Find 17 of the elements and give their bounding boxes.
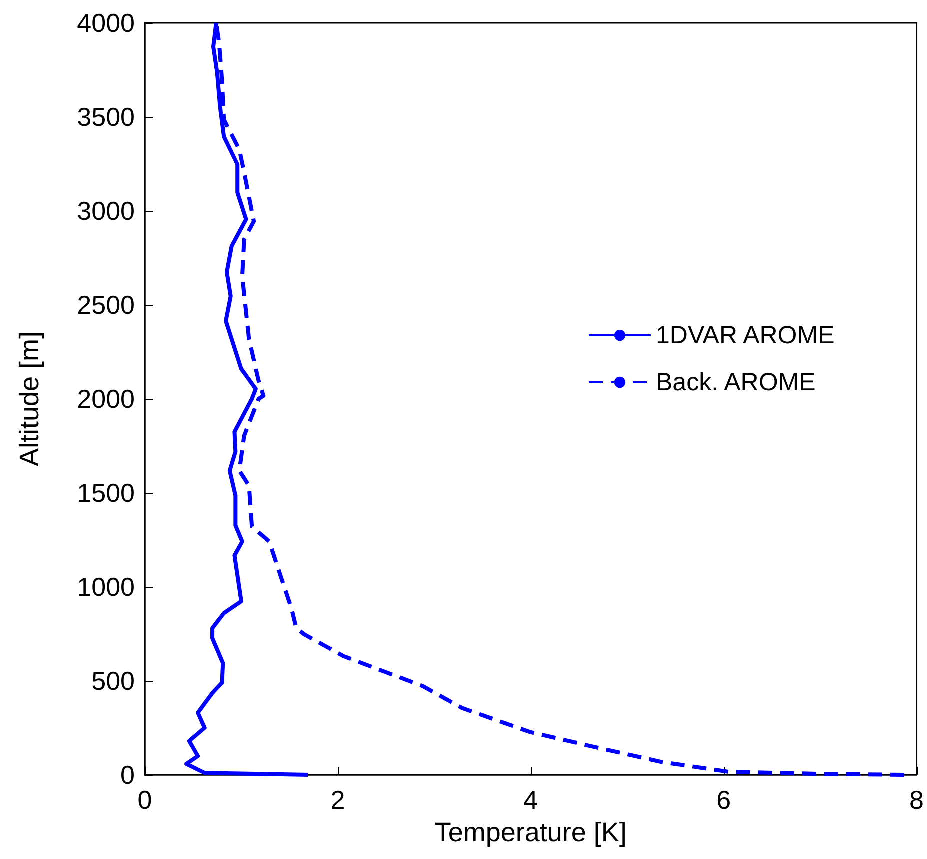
y-tick-label: 500: [92, 666, 135, 696]
x-tick-label: 2: [330, 785, 346, 815]
x-axis-title: Temperature [K]: [434, 818, 627, 848]
y-tick-label: 3000: [77, 196, 135, 226]
y-tick-label: 4000: [77, 8, 135, 38]
x-tick-label: 4: [524, 785, 538, 815]
y-tick-label: 1500: [77, 478, 135, 508]
y-tick-label: 2500: [77, 290, 135, 320]
legend-label: Back. AROME: [656, 368, 816, 396]
y-tick-label: 1000: [77, 572, 135, 602]
y-tick-label: 2000: [77, 384, 135, 414]
y-tick-label: 0: [120, 760, 135, 790]
y-tick-label: 3500: [77, 102, 135, 132]
x-tick-label: 6: [716, 785, 732, 815]
x-tick-label: 8: [910, 785, 924, 815]
y-axis-title: Altitude [m]: [14, 331, 44, 467]
legend-label: 1DVAR AROME: [656, 322, 835, 350]
